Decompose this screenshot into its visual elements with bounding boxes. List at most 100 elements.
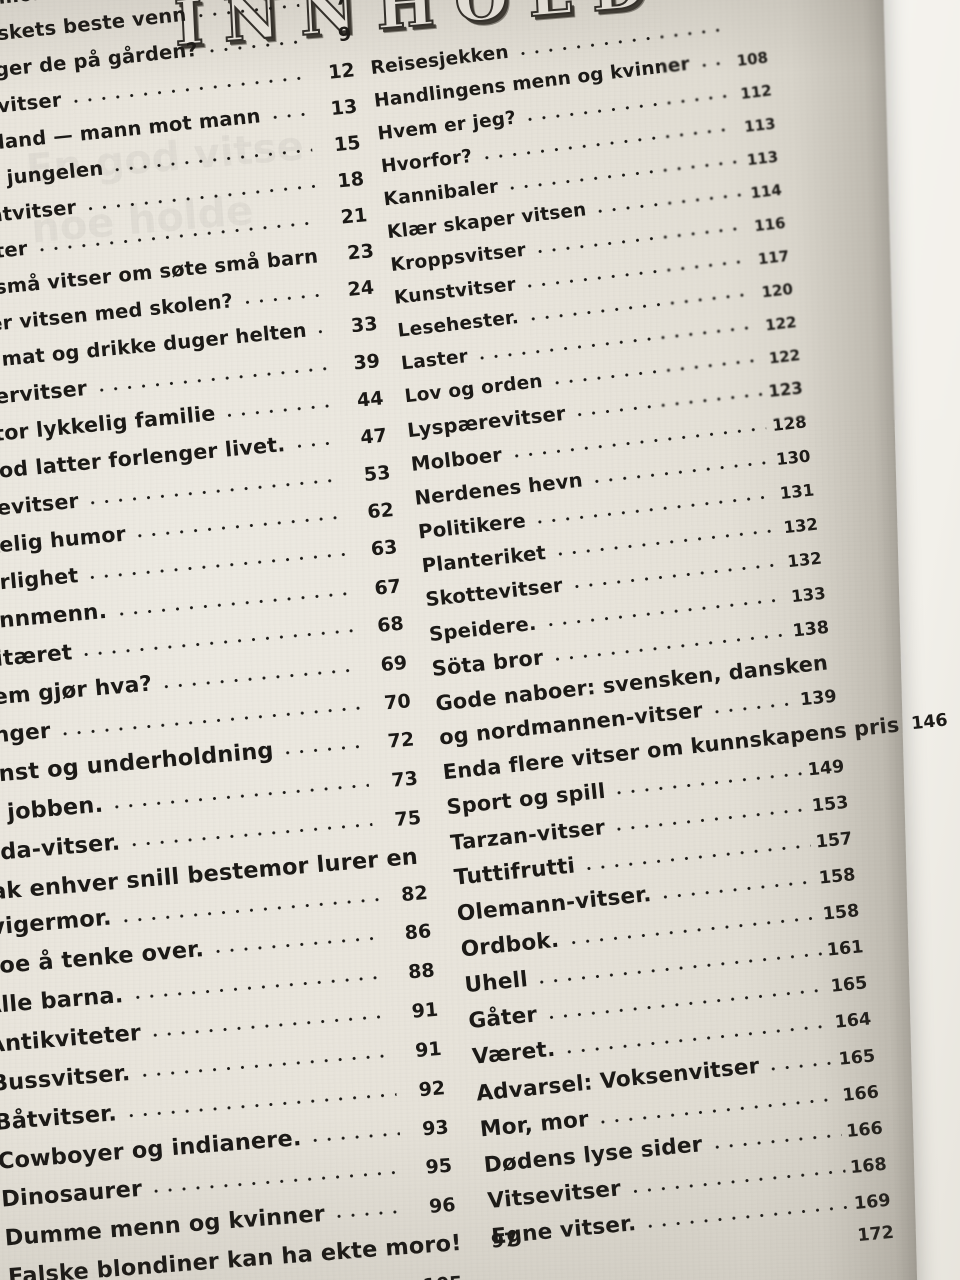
leader-dots <box>505 158 738 191</box>
toc-entry-title: Alle barna. <box>0 981 125 1020</box>
leader-dots <box>239 291 326 306</box>
toc-entry-page: 12 <box>326 58 356 84</box>
toc-entry-title: Egne vitser. <box>490 1210 638 1250</box>
toc-entry-title: Været. <box>471 1037 557 1071</box>
toc-entry-title: Grisevitser <box>0 488 80 525</box>
toc-entry-page: 117 <box>756 246 790 268</box>
leader-dots <box>696 59 728 69</box>
toc-entry-page <box>729 32 765 36</box>
toc-entry-page: 23 <box>346 239 375 265</box>
toc-entry-title: Livet i jungelen <box>0 156 105 197</box>
toc-entry-title: Tarzan-vitser <box>448 814 606 855</box>
toc-entry-page: 165 <box>829 973 869 998</box>
toc-entry-page: 9 <box>336 22 353 46</box>
toc-entry-title: Sport og spill <box>445 779 607 820</box>
leader-dots <box>658 878 815 900</box>
toc-entry-title-cont: svigermor. <box>0 904 113 942</box>
leader-dots <box>612 771 804 797</box>
toc-entry-title: Kunst og underholdning <box>0 737 275 791</box>
toc-entry-title: Brannmenn. <box>0 598 108 637</box>
toc-entry-title: Kirkelig humor <box>0 521 127 562</box>
toc-entry-page: 91 <box>410 998 440 1023</box>
toc-entry-page: 88 <box>407 959 436 984</box>
leader-dots <box>68 74 306 105</box>
toc-entry-title: Noe å tenke over. <box>0 936 205 981</box>
toc-entry-page: 114 <box>749 180 783 202</box>
toc-entry-page: 67 <box>372 574 402 599</box>
toc-entry-title: Hvem er jeg? <box>376 107 517 145</box>
toc-entry-title: Cowboyer og indianere. <box>0 1124 303 1175</box>
toc-entry-title: Bondevitser <box>0 88 63 125</box>
leader-dots <box>137 1052 394 1079</box>
leader-dots <box>766 1059 835 1072</box>
leader-dots <box>593 191 742 214</box>
leader-dots <box>222 402 336 419</box>
leader-dots <box>569 562 782 590</box>
toc-entry-page: 62 <box>366 498 395 524</box>
toc-entry-page: 13 <box>330 94 359 120</box>
leader-dots <box>552 527 778 558</box>
toc-entry-page: 44 <box>356 386 385 412</box>
toc-entry-page: 139 <box>799 686 838 711</box>
toc-entry-page: 133 <box>789 583 827 606</box>
toc-entry-page: 113 <box>746 147 780 169</box>
toc-entry-title: Kjærlighet <box>0 563 79 599</box>
leader-dots <box>581 842 811 872</box>
toc-entry-page: 105 <box>418 1273 463 1280</box>
leader-dots <box>308 1131 401 1144</box>
leader-dots <box>709 700 796 715</box>
leader-dots <box>79 628 356 658</box>
toc-entry-page: 169 <box>853 1190 892 1215</box>
toc-entry-title: Lada-vitser. <box>0 829 122 868</box>
leader-dots <box>566 914 819 946</box>
leader-dots <box>159 666 359 690</box>
leader-dots <box>85 477 342 506</box>
leader-dots <box>280 743 366 757</box>
leader-dots <box>313 327 329 335</box>
toc-entry-title: Mor, mor <box>478 1106 590 1143</box>
leader-dots <box>292 439 339 450</box>
toc-entry-title: Hvorfor? <box>379 146 473 178</box>
leader-dots <box>118 896 380 924</box>
toc-entry-page: 47 <box>359 424 388 449</box>
toc-entry-page: 73 <box>390 767 419 793</box>
leader-dots <box>123 1092 397 1119</box>
toc-entry-page: 120 <box>760 279 794 301</box>
toc-entry-title: Militæret <box>0 639 74 675</box>
toc-entry-page: 18 <box>336 167 366 192</box>
leader-dots <box>113 589 352 617</box>
leader-dots <box>267 110 310 121</box>
leader-dots <box>130 974 387 1001</box>
toc-entry-page: 123 <box>767 378 805 402</box>
toc-entry-page: 172 <box>856 1222 895 1247</box>
toc-entry-page: 108 <box>735 47 769 70</box>
toc-entry-title: Reisesjekken <box>369 41 510 80</box>
toc-entry-page: 158 <box>818 865 857 889</box>
leader-dots <box>532 224 746 255</box>
leader-dots <box>522 92 731 123</box>
leader-dots <box>193 2 300 19</box>
leader-dots <box>149 1170 404 1195</box>
toc-entry-page: 93 <box>421 1116 450 1141</box>
toc-entry-page: 131 <box>778 480 816 504</box>
leader-dots <box>627 1167 846 1194</box>
toc-entry-page: 157 <box>814 828 853 853</box>
leader-dots <box>127 822 373 848</box>
toc-entry-title: Dinosaurer <box>0 1176 144 1214</box>
toc-entry-title: Dødens lyse sider <box>482 1131 704 1178</box>
toc-entry-page: 86 <box>403 920 433 945</box>
toc-entry-title: Tuttifrutti <box>452 853 576 891</box>
toc-entry-page: 138 <box>791 617 831 642</box>
toc-entry-page: 95 <box>424 1155 453 1180</box>
toc-entry-page: 166 <box>845 1118 884 1142</box>
leader-dots <box>549 357 760 386</box>
toc-entry-title: Söta bror <box>430 644 545 681</box>
leader-dots <box>83 183 316 212</box>
toc-entry-page: 91 <box>414 1038 443 1063</box>
toc-entry-page: 166 <box>841 1082 880 1106</box>
toc-entry-page: 21 <box>339 203 369 229</box>
toc-entry-page: 113 <box>742 114 776 136</box>
toc-entry-title: Kannibaler <box>382 176 500 211</box>
